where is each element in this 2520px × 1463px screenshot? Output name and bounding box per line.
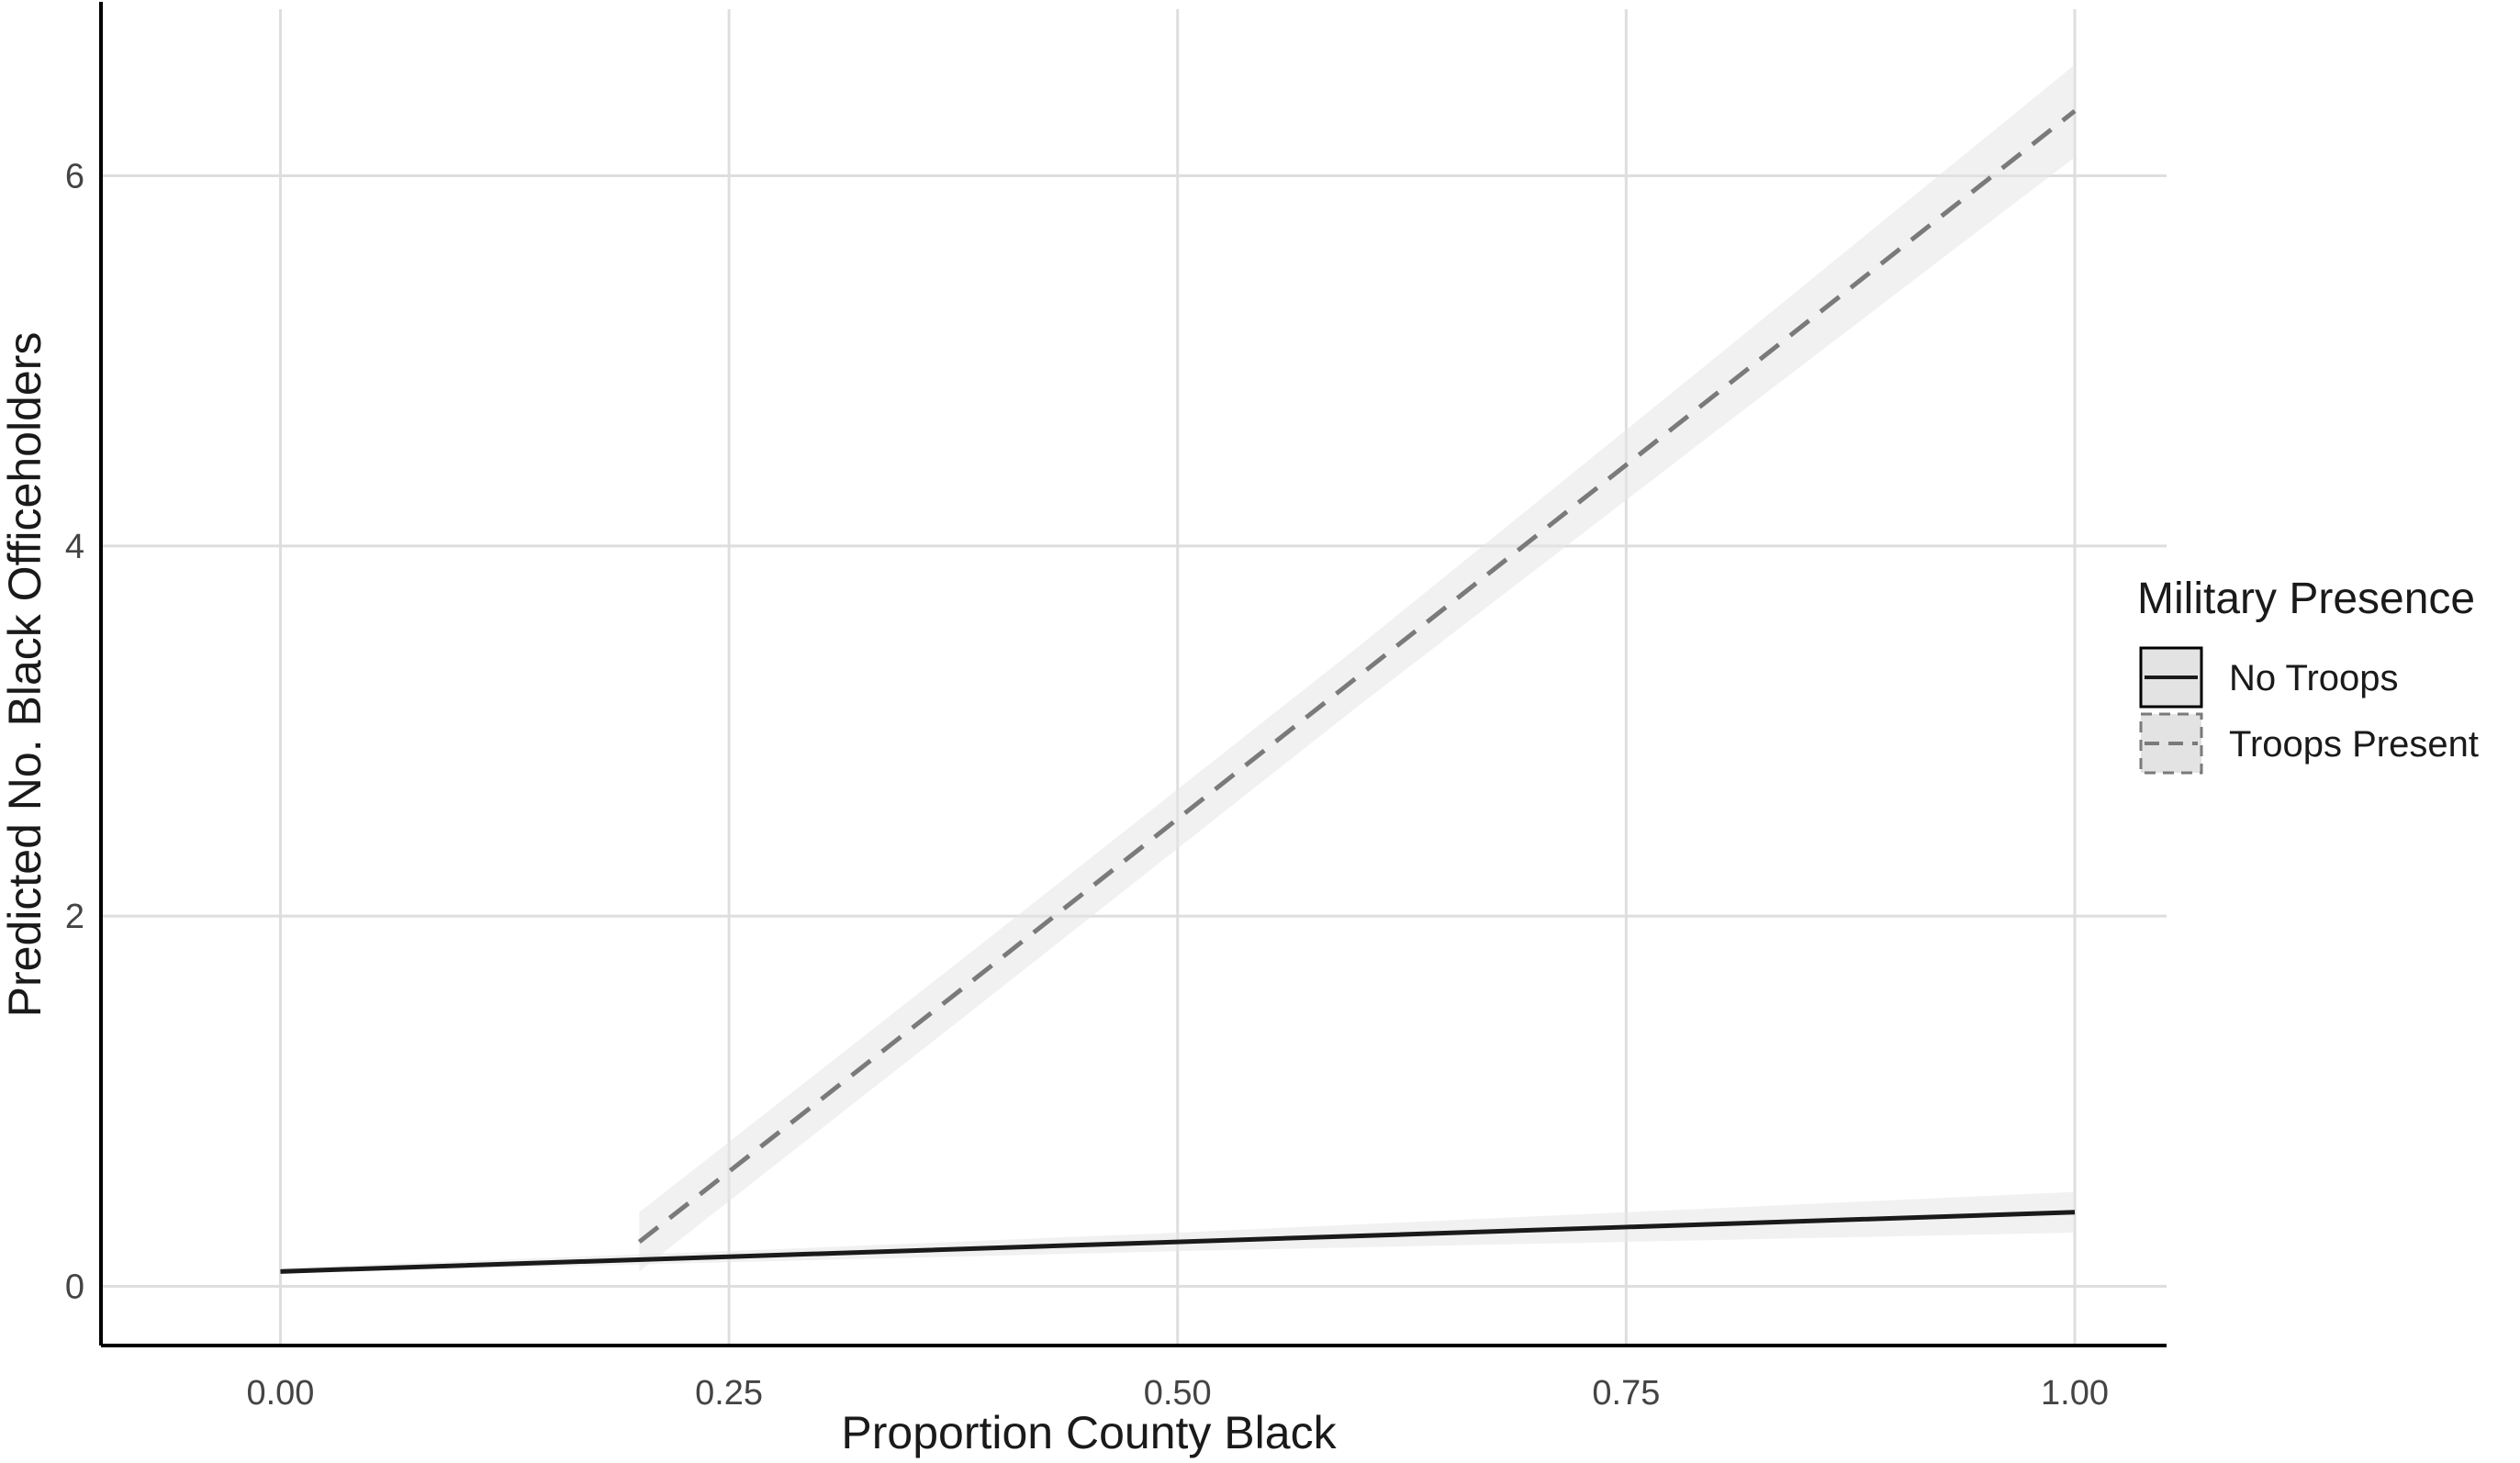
grid-lines — [101, 9, 2167, 1346]
legend: Military Presence No Troops Troops Prese… — [2137, 575, 2479, 775]
series-lines — [280, 108, 2077, 1274]
y-tick-label: 2 — [65, 898, 84, 936]
x-tick-label: 0.50 — [1144, 1374, 1212, 1413]
x-tick-label: 0.75 — [1592, 1374, 1660, 1413]
y-tick-label: 0 — [65, 1268, 84, 1306]
series-line-no-troops — [280, 1210, 2076, 1274]
legend-title: Military Presence — [2137, 575, 2475, 623]
legend-label-troops-present: Troops Present — [2229, 724, 2479, 765]
series-line-troops-present — [637, 108, 2077, 1245]
y-axis-title: Predicted No. Black Officeholders — [0, 332, 50, 1018]
ci-ribbon-troops-present — [639, 64, 2075, 1272]
x-tick-label: 1.00 — [2041, 1374, 2109, 1413]
tick-labels: 0.00 0.25 0.50 0.75 1.00 0 2 4 6 — [65, 157, 2109, 1413]
legend-item-no-troops: No Troops — [2139, 646, 2399, 709]
x-axis-title: Proportion County Black — [841, 1407, 1337, 1458]
y-tick-label: 4 — [65, 528, 84, 566]
legend-item-troops-present: Troops Present — [2139, 712, 2479, 775]
x-tick-label: 0.00 — [246, 1374, 314, 1413]
y-tick-label: 6 — [65, 157, 84, 195]
legend-label-no-troops: No Troops — [2229, 658, 2399, 698]
x-tick-label: 0.25 — [695, 1374, 763, 1413]
axes — [99, 2, 2167, 1347]
confidence-ribbons — [280, 64, 2075, 1274]
ci-ribbon-no-troops — [280, 1191, 2075, 1274]
